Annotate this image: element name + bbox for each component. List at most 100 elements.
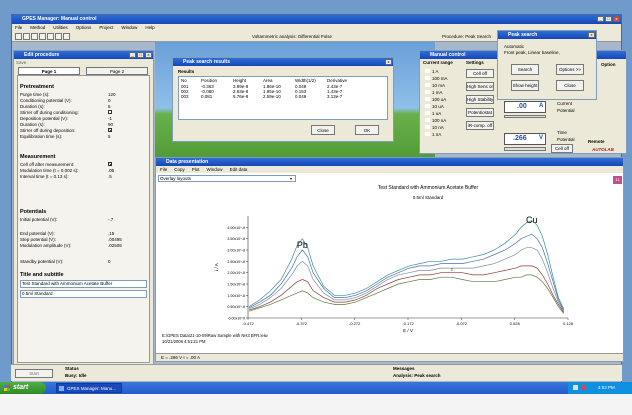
menu-help[interactable]: Help: [145, 25, 155, 30]
title-input[interactable]: Test Standard with Ammonium Acetate Buff…: [20, 280, 147, 288]
row1-no[interactable]: 001: [181, 84, 189, 89]
ir-comp-button[interactable]: iR-comp. off: [466, 121, 494, 130]
close-icon[interactable]: x: [385, 59, 392, 65]
menu-method[interactable]: Method: [30, 25, 46, 30]
row1-position[interactable]: -0.363: [201, 84, 214, 89]
start-button[interactable]: start: [0, 382, 46, 394]
range-10na[interactable]: 10 nA: [432, 125, 444, 130]
search-button[interactable]: Search: [511, 64, 539, 75]
options-button[interactable]: Options >>: [556, 64, 584, 75]
close-icon[interactable]: x: [613, 16, 620, 22]
data-menu-copy[interactable]: Copy: [174, 167, 185, 172]
toolbar-save-icon[interactable]: [31, 33, 38, 40]
high-sens-button[interactable]: High Sens on: [466, 82, 494, 91]
data-menu-edit-data[interactable]: Edit data: [229, 167, 248, 172]
modulation-time-value[interactable]: .05: [108, 168, 115, 173]
row2-width[interactable]: 0.153: [295, 89, 307, 94]
cell-off-main-button[interactable]: Cell off: [551, 144, 573, 153]
row1-derivative[interactable]: 2.43e-7: [327, 84, 343, 89]
toolbar-open-icon[interactable]: [23, 33, 30, 40]
ok-button[interactable]: OK: [355, 125, 379, 135]
chevron-down-icon[interactable]: ▾: [290, 176, 293, 181]
row2-position[interactable]: -0.080: [201, 89, 214, 94]
step-potential-value[interactable]: .00495: [108, 237, 122, 242]
range-10ma[interactable]: 10 mA: [432, 83, 446, 88]
end-potential-value[interactable]: .15: [108, 231, 115, 236]
show-height-button[interactable]: Show height: [511, 80, 539, 91]
maximize-icon[interactable]: □: [137, 52, 144, 58]
data-menu-window[interactable]: Window: [206, 167, 223, 172]
toolbar-new-icon[interactable]: [15, 33, 22, 40]
menu-utilities[interactable]: Utilities: [53, 25, 68, 30]
initial-potential-value[interactable]: -.7: [108, 217, 114, 222]
range-1a[interactable]: 1 A: [432, 69, 439, 74]
start-measure-button[interactable]: Start: [15, 369, 53, 378]
taskbar-task-gpes[interactable]: GPES Manager: Manu...: [56, 383, 122, 393]
range-1ma[interactable]: 1 mA: [432, 90, 443, 95]
row2-area[interactable]: 1.95e-10: [263, 89, 281, 94]
row3-height[interactable]: 5.76e-8: [233, 94, 249, 99]
menu-file[interactable]: File: [15, 25, 23, 30]
equilibration-time-value[interactable]: 5: [108, 134, 111, 139]
tab-page-1[interactable]: Page 1: [18, 67, 80, 75]
range-100ma[interactable]: 100 mA: [432, 76, 448, 81]
toolbar-print-icon[interactable]: [39, 33, 46, 40]
toolbar-stop-icon[interactable]: [55, 33, 62, 40]
menu-project[interactable]: Project: [99, 25, 114, 30]
conditioning-potential-value[interactable]: 0: [108, 98, 111, 103]
row3-position[interactable]: 0.081: [201, 94, 213, 99]
potentiostat-button[interactable]: Potentiostat: [466, 108, 494, 117]
toolbar-help-icon[interactable]: [63, 33, 70, 40]
high-stability-button[interactable]: High Stability: [466, 95, 494, 104]
minimize-icon[interactable]: _: [129, 52, 136, 58]
cell-off-checkbox[interactable]: X: [108, 162, 112, 167]
row1-area[interactable]: 1.86e-10: [263, 84, 281, 89]
cell-off-setting-button[interactable]: Cell off: [466, 69, 494, 78]
purge-time-value[interactable]: 120: [108, 92, 116, 97]
standby-potential-value[interactable]: 0: [108, 259, 111, 264]
row1-height[interactable]: 3.99e-8: [233, 84, 249, 89]
conditioning-duration-value[interactable]: 5: [108, 104, 111, 109]
tray-icon[interactable]: [573, 385, 578, 390]
close-button[interactable]: Close: [311, 125, 335, 135]
deposition-duration-value[interactable]: 90: [108, 122, 114, 127]
potential-radio-label[interactable]: Potential: [557, 108, 575, 113]
modulation-amplitude-value[interactable]: .02505: [108, 243, 122, 248]
data-menu-plot[interactable]: Plot: [191, 167, 200, 172]
range-1na[interactable]: 1 nA: [432, 132, 442, 137]
row1-width[interactable]: 0.049: [295, 84, 307, 89]
tab-page-2[interactable]: Page 2: [86, 67, 148, 75]
overlay-layouts-select[interactable]: Overlay layouts: [158, 175, 296, 182]
data-close-badge[interactable]: 11: [613, 176, 622, 184]
peak-search-close-button[interactable]: Close: [556, 80, 584, 91]
range-10ua[interactable]: 10 uA: [432, 104, 444, 109]
row3-width[interactable]: 0.049: [295, 94, 307, 99]
row2-height[interactable]: 2.63e-8: [233, 89, 249, 94]
row3-derivative[interactable]: 3.13e-7: [327, 94, 343, 99]
potential-mode-radio-label[interactable]: Potential: [557, 137, 575, 142]
row2-no[interactable]: 002: [181, 89, 189, 94]
maximize-icon[interactable]: □: [605, 16, 612, 22]
close-icon[interactable]: x: [145, 52, 152, 58]
minimize-icon[interactable]: _: [597, 16, 604, 22]
subtitle-input[interactable]: 0.5ml Standard: [20, 290, 147, 298]
row3-no[interactable]: 003: [181, 94, 189, 99]
row2-derivative[interactable]: 1.43e-7: [327, 89, 343, 94]
stirrer-conditioning-checkbox[interactable]: [108, 110, 112, 114]
toolbar-run-icon[interactable]: [47, 33, 54, 40]
row3-area[interactable]: 2.59e-10: [263, 94, 281, 99]
range-100ua[interactable]: 100 uA: [432, 97, 447, 102]
stirrer-deposition-checkbox[interactable]: X: [108, 128, 112, 133]
data-menu-file[interactable]: File: [160, 167, 168, 172]
time-radio-label[interactable]: Time: [557, 130, 567, 135]
range-1ua[interactable]: 1 uA: [432, 111, 442, 116]
close-icon[interactable]: x: [588, 32, 595, 38]
deposition-potential-value[interactable]: -1: [108, 116, 113, 121]
tray-icon[interactable]: [581, 385, 586, 390]
current-radio-label[interactable]: Current: [557, 101, 573, 106]
range-100na[interactable]: 100 nA: [432, 118, 447, 123]
menu-window[interactable]: Window: [121, 25, 138, 30]
interval-time-value[interactable]: .5: [108, 174, 112, 179]
menu-options[interactable]: Options: [75, 25, 92, 30]
title-subtitle-heading: Title and subtitle: [20, 272, 64, 278]
